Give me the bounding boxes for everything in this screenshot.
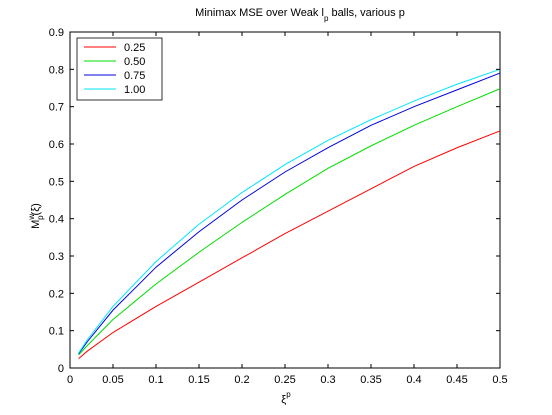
x-tick-label: 0.25 — [274, 374, 295, 386]
y-axis-label-sub: p — [36, 215, 45, 220]
y-tick-label: 0.1 — [49, 326, 64, 338]
y-tick-label: 0.4 — [49, 214, 64, 226]
x-axis-label: ξp — [281, 390, 291, 406]
series-line-1.00 — [78, 68, 501, 354]
x-tick-label: 0.15 — [188, 374, 209, 386]
x-tick-label: 0 — [67, 374, 73, 386]
y-tick-label: 0.5 — [49, 176, 64, 188]
y-axis-label: Mwp(ξ) — [27, 203, 45, 229]
y-axis-label-sup: w — [27, 214, 36, 221]
y-axis-label-main: M — [30, 220, 42, 229]
y-axis-label-rest: (ξ) — [30, 203, 42, 215]
legend-label: 0.50 — [124, 56, 145, 68]
legend-box — [76, 37, 163, 101]
x-tick-label: 0.05 — [102, 374, 123, 386]
y-tick-label: 0 — [58, 363, 64, 375]
series-line-0.75 — [78, 72, 501, 355]
y-axis-ticks: 0 0.1 0.2 0.3 0.4 0.5 0.6 0.7 0.8 0.9 — [49, 27, 500, 375]
series-line-0.25 — [78, 130, 501, 360]
y-tick-label: 0.8 — [49, 64, 64, 76]
y-tick-label: 0.9 — [49, 27, 64, 39]
series-layer — [78, 68, 501, 360]
legend-label: 0.75 — [124, 70, 145, 82]
chart-title: Minimax MSE over Weak lp balls, various … — [195, 7, 405, 23]
chart-title-rest: balls, various p — [328, 7, 404, 19]
x-tick-label: 0.2 — [234, 374, 249, 386]
y-tick-label: 0.6 — [49, 139, 64, 151]
legend-label: 1.00 — [124, 84, 145, 96]
chart-title-sub: p — [324, 14, 329, 23]
series-line-0.50 — [78, 88, 501, 356]
y-tick-label: 0.7 — [49, 102, 64, 114]
x-tick-label: 0.4 — [406, 374, 421, 386]
y-tick-label: 0.2 — [49, 288, 64, 300]
x-tick-label: 0.5 — [492, 374, 507, 386]
x-tick-label: 0.1 — [148, 374, 163, 386]
x-tick-label: 0.45 — [446, 374, 467, 386]
y-tick-label: 0.3 — [49, 251, 64, 263]
x-axis-label-main: ξ — [281, 394, 286, 406]
x-tick-label: 0.35 — [360, 374, 381, 386]
x-axis-label-sup: p — [286, 390, 291, 399]
legend-label: 0.25 — [124, 42, 145, 54]
x-axis-ticks: 0 0.05 0.1 0.15 0.2 0.25 0.3 0.35 0.4 0.45 0.5 — [67, 32, 508, 386]
chart-title-main: Minimax MSE over Weak l — [195, 7, 324, 19]
legend: 0.25 0.50 0.75 1.00 — [76, 37, 163, 101]
x-tick-label: 0.3 — [320, 374, 335, 386]
